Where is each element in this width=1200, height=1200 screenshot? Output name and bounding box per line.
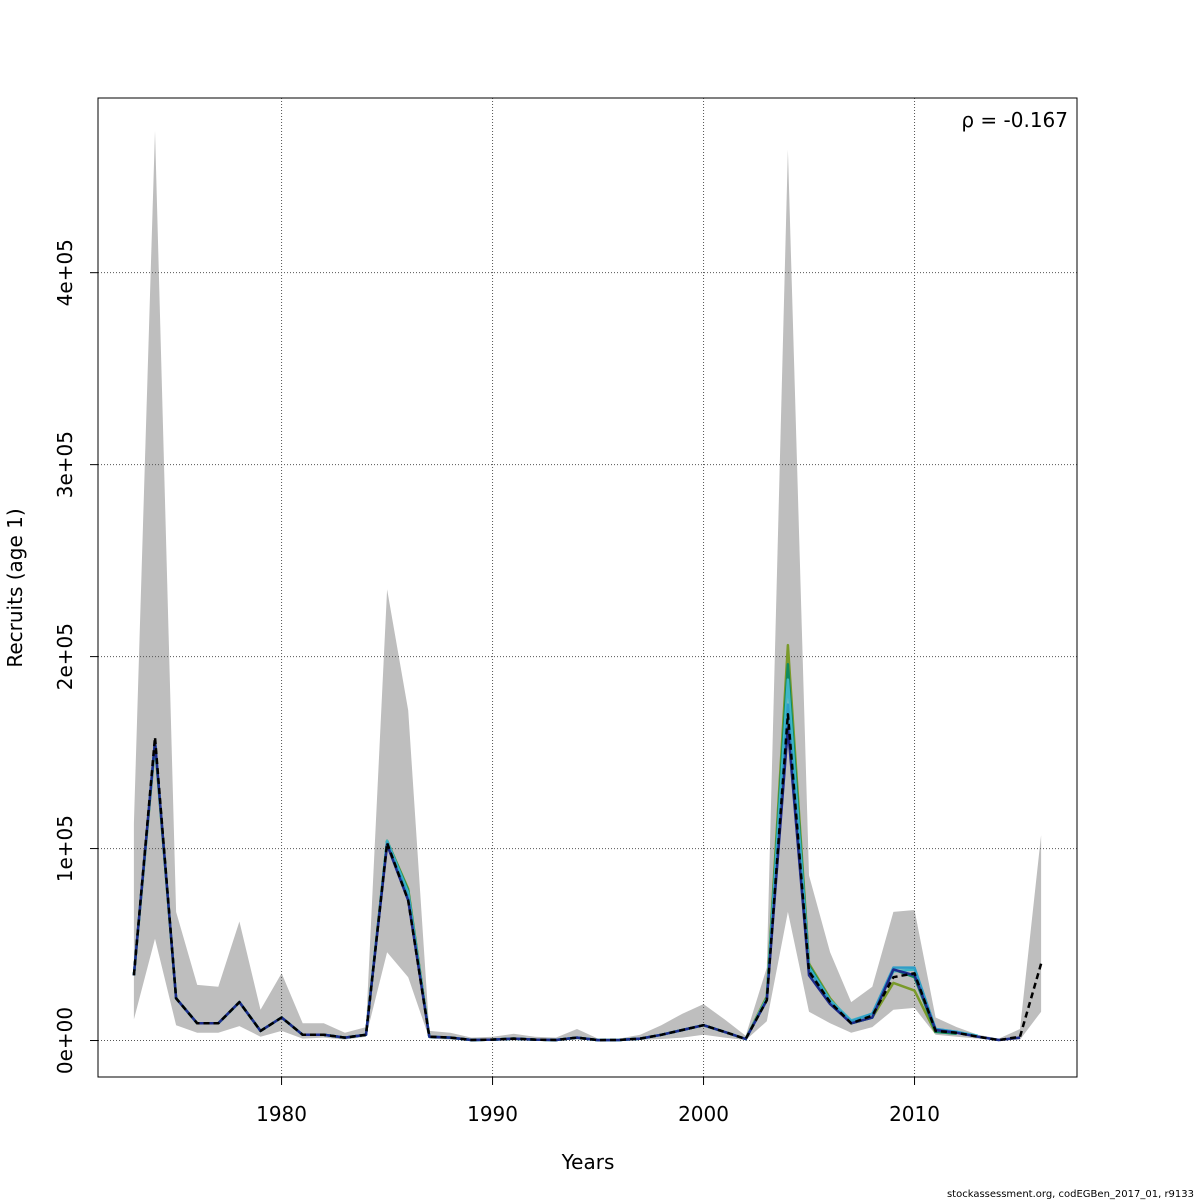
x-tick-label-2010: 2010 (889, 1102, 940, 1126)
series-line-peel-3 (132, 678, 979, 1042)
rho-annotation: ρ = -0.167 (961, 108, 1068, 132)
y-axis-label: Recruits (age 1) (3, 508, 27, 667)
x-tick-label-2000: 2000 (678, 1102, 729, 1126)
y-axis: 0e+00 1e+05 2e+05 3e+05 4e+05 (53, 239, 98, 1074)
series-line-base (132, 712, 1043, 1042)
confidence-band (133, 130, 1042, 1041)
y-tick-label-400000: 4e+05 (53, 239, 77, 306)
x-axis: 1980 1990 2000 2010 (256, 1077, 940, 1126)
plot-frame (97, 97, 1078, 1078)
y-tick-label-0: 0e+00 (53, 1007, 77, 1074)
confidence-band-layer (133, 130, 1042, 1041)
x-tick-label-1980: 1980 (256, 1102, 307, 1126)
footer-credit: stockassessment.org, codEGBen_2017_01, r… (947, 1189, 1194, 1200)
x-tick-label-1990: 1990 (467, 1102, 518, 1126)
x-axis-label: Years (561, 1150, 615, 1174)
series-layer (132, 643, 1043, 1042)
y-tick-label-300000: 3e+05 (53, 431, 77, 498)
y-tick-label-100000: 1e+05 (53, 815, 77, 882)
y-tick-label-200000: 2e+05 (53, 623, 77, 690)
grid-layer (98, 98, 1077, 1077)
